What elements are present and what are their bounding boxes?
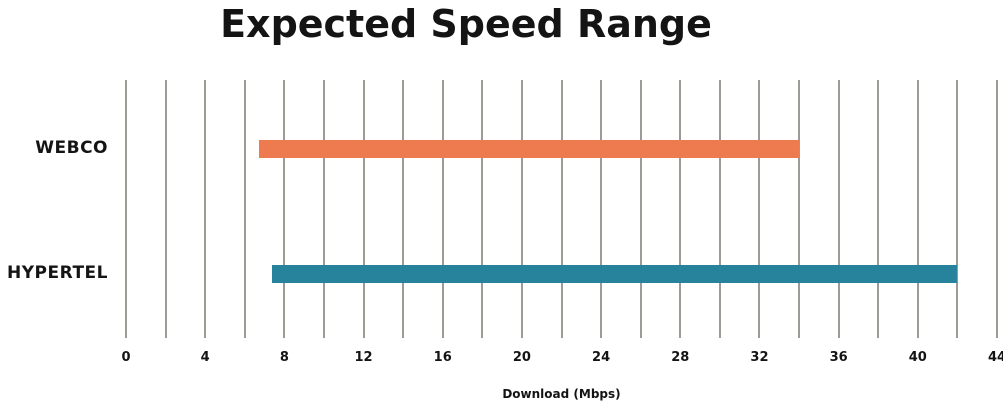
- gridline: [798, 80, 801, 338]
- x-axis-label: Download (Mbps): [502, 387, 621, 401]
- x-tick-label: 24: [592, 350, 611, 365]
- gridline: [125, 80, 127, 338]
- gridline: [402, 80, 405, 338]
- x-tick-label: 0: [121, 350, 131, 365]
- gridline: [164, 80, 167, 338]
- x-tick-label: 32: [750, 350, 769, 365]
- category-axis: WEBCO HYPERTEL: [0, 80, 108, 338]
- x-tick-label: 12: [354, 350, 373, 365]
- x-tick-label: 28: [671, 350, 690, 365]
- x-tick-label: 8: [279, 350, 289, 365]
- category-label-webco: WEBCO: [35, 137, 108, 158]
- range-bar-webco: [258, 139, 800, 158]
- gridline: [204, 80, 207, 338]
- gridline: [520, 80, 523, 338]
- gridline: [481, 80, 484, 338]
- gridline: [837, 80, 840, 338]
- x-tick-label: 20: [512, 350, 531, 365]
- chart-title: Expected Speed Range: [220, 2, 712, 46]
- x-tick-label: 16: [433, 350, 452, 365]
- gridline: [996, 80, 998, 338]
- x-tick-label: 36: [829, 350, 848, 365]
- gridline: [679, 80, 682, 338]
- gridline: [600, 80, 603, 338]
- range-bar-hypertel: [272, 264, 958, 283]
- x-tick-label: 4: [200, 350, 210, 365]
- x-axis-ticks: 0 4 8 12 16 20 24 28 32 36 40 44: [121, 350, 1003, 366]
- gridline: [243, 80, 246, 338]
- gridline: [322, 80, 325, 338]
- plot-area: [125, 80, 998, 338]
- gridline: [441, 80, 444, 338]
- x-tick-label: 44: [987, 350, 1003, 365]
- gridline: [916, 80, 919, 338]
- gridline: [560, 80, 563, 338]
- gridline: [956, 80, 959, 338]
- gridline: [283, 80, 286, 338]
- category-label-hypertel: HYPERTEL: [7, 262, 108, 283]
- x-tick-label: 40: [908, 350, 927, 365]
- gridline: [362, 80, 365, 338]
- gridline: [758, 80, 761, 338]
- gridline: [718, 80, 721, 338]
- gridline: [877, 80, 880, 338]
- gridline: [639, 80, 642, 338]
